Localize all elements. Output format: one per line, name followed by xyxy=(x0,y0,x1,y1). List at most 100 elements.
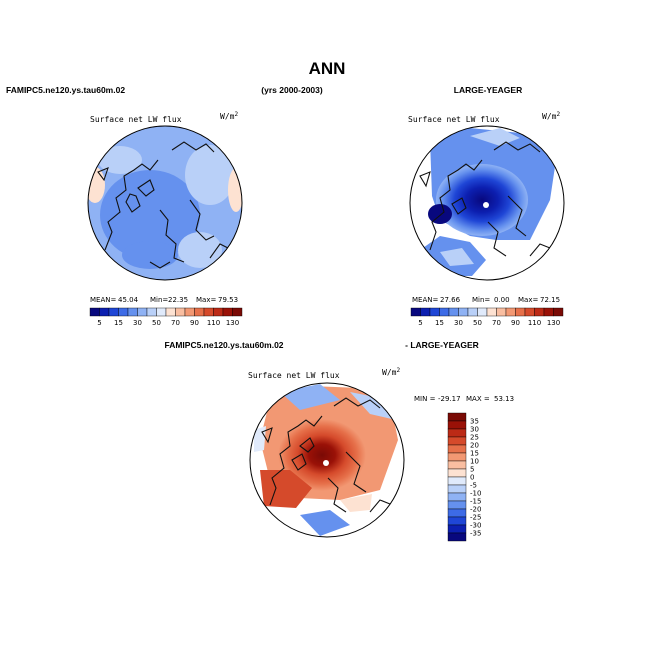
colorbar-swatch xyxy=(447,524,467,534)
colorbar-swatch xyxy=(232,307,243,317)
colorbar-label: 110 xyxy=(528,319,541,327)
svg-text:22.35: 22.35 xyxy=(168,296,188,304)
colorbar-swatch xyxy=(467,307,478,317)
colorbar-label: 90 xyxy=(190,319,199,327)
colorbar-swatch xyxy=(429,307,440,317)
stats-row: MEAN= 45.04 Min= 22.35 Max= 79.53 xyxy=(90,296,238,304)
colorbar-label: 0 xyxy=(470,474,474,482)
coastlines xyxy=(97,141,229,269)
colorbar-label: 30 xyxy=(133,319,142,327)
colorbar-swatch xyxy=(534,307,545,317)
colorbar-label: -10 xyxy=(470,490,481,498)
colorbar-swatch xyxy=(447,468,467,478)
stats-row: MIN = -29.17 MAX = 53.13 xyxy=(414,395,514,403)
colorbar-swatch xyxy=(447,476,467,486)
pole-marker xyxy=(323,460,329,466)
colorbar-swatch xyxy=(447,452,467,462)
years-label: (yrs 2000-2003) xyxy=(261,85,323,95)
colorbar: 5 15 30 50 70 90 110 130 xyxy=(410,307,564,327)
colorbar-swatch xyxy=(137,307,148,317)
colorbar-swatch xyxy=(505,307,516,317)
svg-text:MIN =: MIN = xyxy=(414,395,436,403)
colorbar-swatch xyxy=(447,500,467,510)
map-field xyxy=(250,383,404,537)
colorbar-label: 70 xyxy=(171,319,180,327)
diff-label-left: FAMIPC5.ne120.ys.tau60m.02 xyxy=(164,340,283,350)
svg-text:Max=: Max= xyxy=(518,296,538,304)
colorbar-label: 110 xyxy=(207,319,220,327)
colorbar-swatch xyxy=(477,307,488,317)
colorbar-swatch xyxy=(156,307,167,317)
coastlines xyxy=(419,141,551,257)
svg-text:27.66: 27.66 xyxy=(440,296,461,304)
colorbar-swatch xyxy=(447,436,467,446)
colorbar-swatch xyxy=(127,307,138,317)
diff-label-right: - LARGE-YEAGER xyxy=(405,340,479,350)
colorbar-swatch xyxy=(194,307,205,317)
units-label: W/m2 xyxy=(382,367,400,377)
colorbar-swatch xyxy=(447,484,467,494)
colorbar-swatch xyxy=(89,307,100,317)
svg-text:-29.17: -29.17 xyxy=(438,395,461,403)
colorbar-label: 30 xyxy=(454,319,463,327)
svg-text:53.13: 53.13 xyxy=(494,395,514,403)
colorbar-label: -20 xyxy=(470,506,481,514)
svg-text:Max=: Max= xyxy=(196,296,216,304)
coastlines xyxy=(261,397,391,513)
figure-title: ANN xyxy=(309,59,346,78)
colorbar-swatch xyxy=(447,444,467,454)
colorbar-swatch xyxy=(515,307,526,317)
colorbar-swatch xyxy=(447,428,467,438)
case-label-left: FAMIPC5.ne120.ys.tau60m.02 xyxy=(6,85,125,95)
svg-text:72.15: 72.15 xyxy=(540,296,560,304)
colorbar-label: 5 xyxy=(97,319,101,327)
svg-text:MAX =: MAX = xyxy=(466,395,490,403)
svg-text:MEAN=: MEAN= xyxy=(412,296,438,304)
colorbar-swatch xyxy=(486,307,497,317)
colorbar-label: 35 xyxy=(470,418,479,426)
colorbar-label: 20 xyxy=(470,442,479,450)
colorbar-swatch xyxy=(203,307,214,317)
colorbar-label: -25 xyxy=(470,514,481,522)
colorbar-swatch xyxy=(213,307,224,317)
colorbar-swatch xyxy=(420,307,431,317)
colorbar-swatch xyxy=(410,307,421,317)
units-label: W/m2 xyxy=(220,111,238,121)
colorbar-label: 50 xyxy=(152,319,161,327)
colorbar-label: 15 xyxy=(435,319,444,327)
colorbar-swatch xyxy=(543,307,554,317)
case-label-right: LARGE-YEAGER xyxy=(454,85,522,95)
colorbar-swatch xyxy=(439,307,450,317)
colorbar-label: -35 xyxy=(470,530,481,538)
colorbar-swatch xyxy=(447,460,467,470)
colorbar-swatch xyxy=(222,307,233,317)
colorbar-swatch xyxy=(165,307,176,317)
variable-label: Surface net LW flux xyxy=(248,371,340,380)
colorbar-swatch xyxy=(146,307,157,317)
units-label: W/m2 xyxy=(542,111,560,121)
colorbar-swatch xyxy=(553,307,564,317)
colorbar-swatch xyxy=(108,307,119,317)
svg-text:0.00: 0.00 xyxy=(494,296,510,304)
colorbar-label: 130 xyxy=(226,319,239,327)
colorbar-label: -5 xyxy=(470,482,477,490)
colorbar-swatch xyxy=(118,307,129,317)
colorbar-swatch xyxy=(458,307,469,317)
variable-label: Surface net LW flux xyxy=(408,115,500,124)
colorbar-label: -15 xyxy=(470,498,481,506)
colorbar-label: 30 xyxy=(470,426,479,434)
colorbar-label: 5 xyxy=(418,319,422,327)
svg-text:45.04: 45.04 xyxy=(118,296,139,304)
colorbar-swatch xyxy=(184,307,195,317)
map-boundary xyxy=(87,125,243,281)
map-panel-model: Surface net LW flux W/m2 MEAN= 45 xyxy=(87,111,243,327)
stats-row: MEAN= 27.66 Min= 0.00 Max= 72.15 xyxy=(412,296,560,304)
colorbar-label: 70 xyxy=(492,319,501,327)
colorbar-swatch xyxy=(447,508,467,518)
colorbar-label: 15 xyxy=(114,319,123,327)
colorbar-swatch xyxy=(447,516,467,526)
colorbar-swatch xyxy=(448,307,459,317)
colorbar-swatch xyxy=(496,307,507,317)
